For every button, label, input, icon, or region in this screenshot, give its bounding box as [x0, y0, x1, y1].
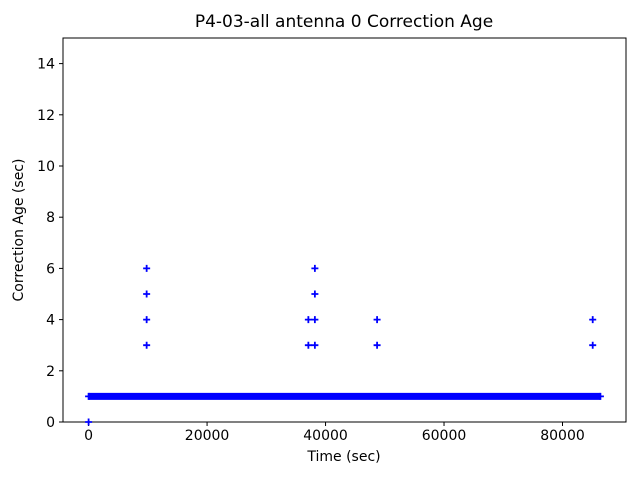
- x-axis-ticks: 0 20000 40000 60000 80000: [84, 422, 585, 444]
- plus-marker-icon: [143, 264, 151, 272]
- plus-marker-icon: [311, 264, 319, 272]
- plus-marker-icon: [304, 316, 312, 324]
- plus-marker-icon: [311, 316, 319, 324]
- plus-marker-icon: [589, 316, 597, 324]
- plot-area: [62, 37, 627, 423]
- x-tick-label: 40000: [303, 428, 348, 444]
- plus-marker-icon: [311, 341, 319, 349]
- y-tick-label: 4: [46, 313, 55, 329]
- plus-marker-icon: [311, 290, 319, 298]
- y-tick-label: 6: [46, 261, 55, 277]
- plus-marker-icon: [373, 316, 381, 324]
- y-tick-label: 12: [37, 108, 55, 124]
- plus-marker-icon: [85, 392, 93, 400]
- plus-marker-icon: [143, 290, 151, 298]
- x-tick-label: 20000: [185, 428, 230, 444]
- plus-marker-icon: [304, 341, 312, 349]
- y-tick-label: 0: [46, 415, 55, 431]
- plus-marker-icon: [589, 341, 597, 349]
- x-tick-label: 80000: [540, 428, 585, 444]
- plus-marker-icon: [596, 392, 604, 400]
- data-points: [85, 264, 604, 426]
- y-axis-ticks: 0 2 4 6 8 10 12 14: [37, 57, 63, 431]
- y-tick-label: 14: [37, 57, 55, 73]
- y-tick-label: 10: [37, 159, 55, 175]
- y-tick-label: 8: [46, 210, 55, 226]
- plus-marker-icon: [85, 418, 93, 426]
- plus-marker-icon: [373, 341, 381, 349]
- y-tick-label: 2: [46, 364, 55, 380]
- x-tick-label: 60000: [422, 428, 467, 444]
- x-axis-label: Time (sec): [306, 449, 380, 465]
- y-axis-label: Correction Age (sec): [11, 159, 27, 302]
- x-tick-label: 0: [84, 428, 93, 444]
- chart-title: P4-03-all antenna 0 Correction Age: [195, 12, 493, 32]
- plus-marker-icon: [143, 316, 151, 324]
- plus-marker-icon: [143, 341, 151, 349]
